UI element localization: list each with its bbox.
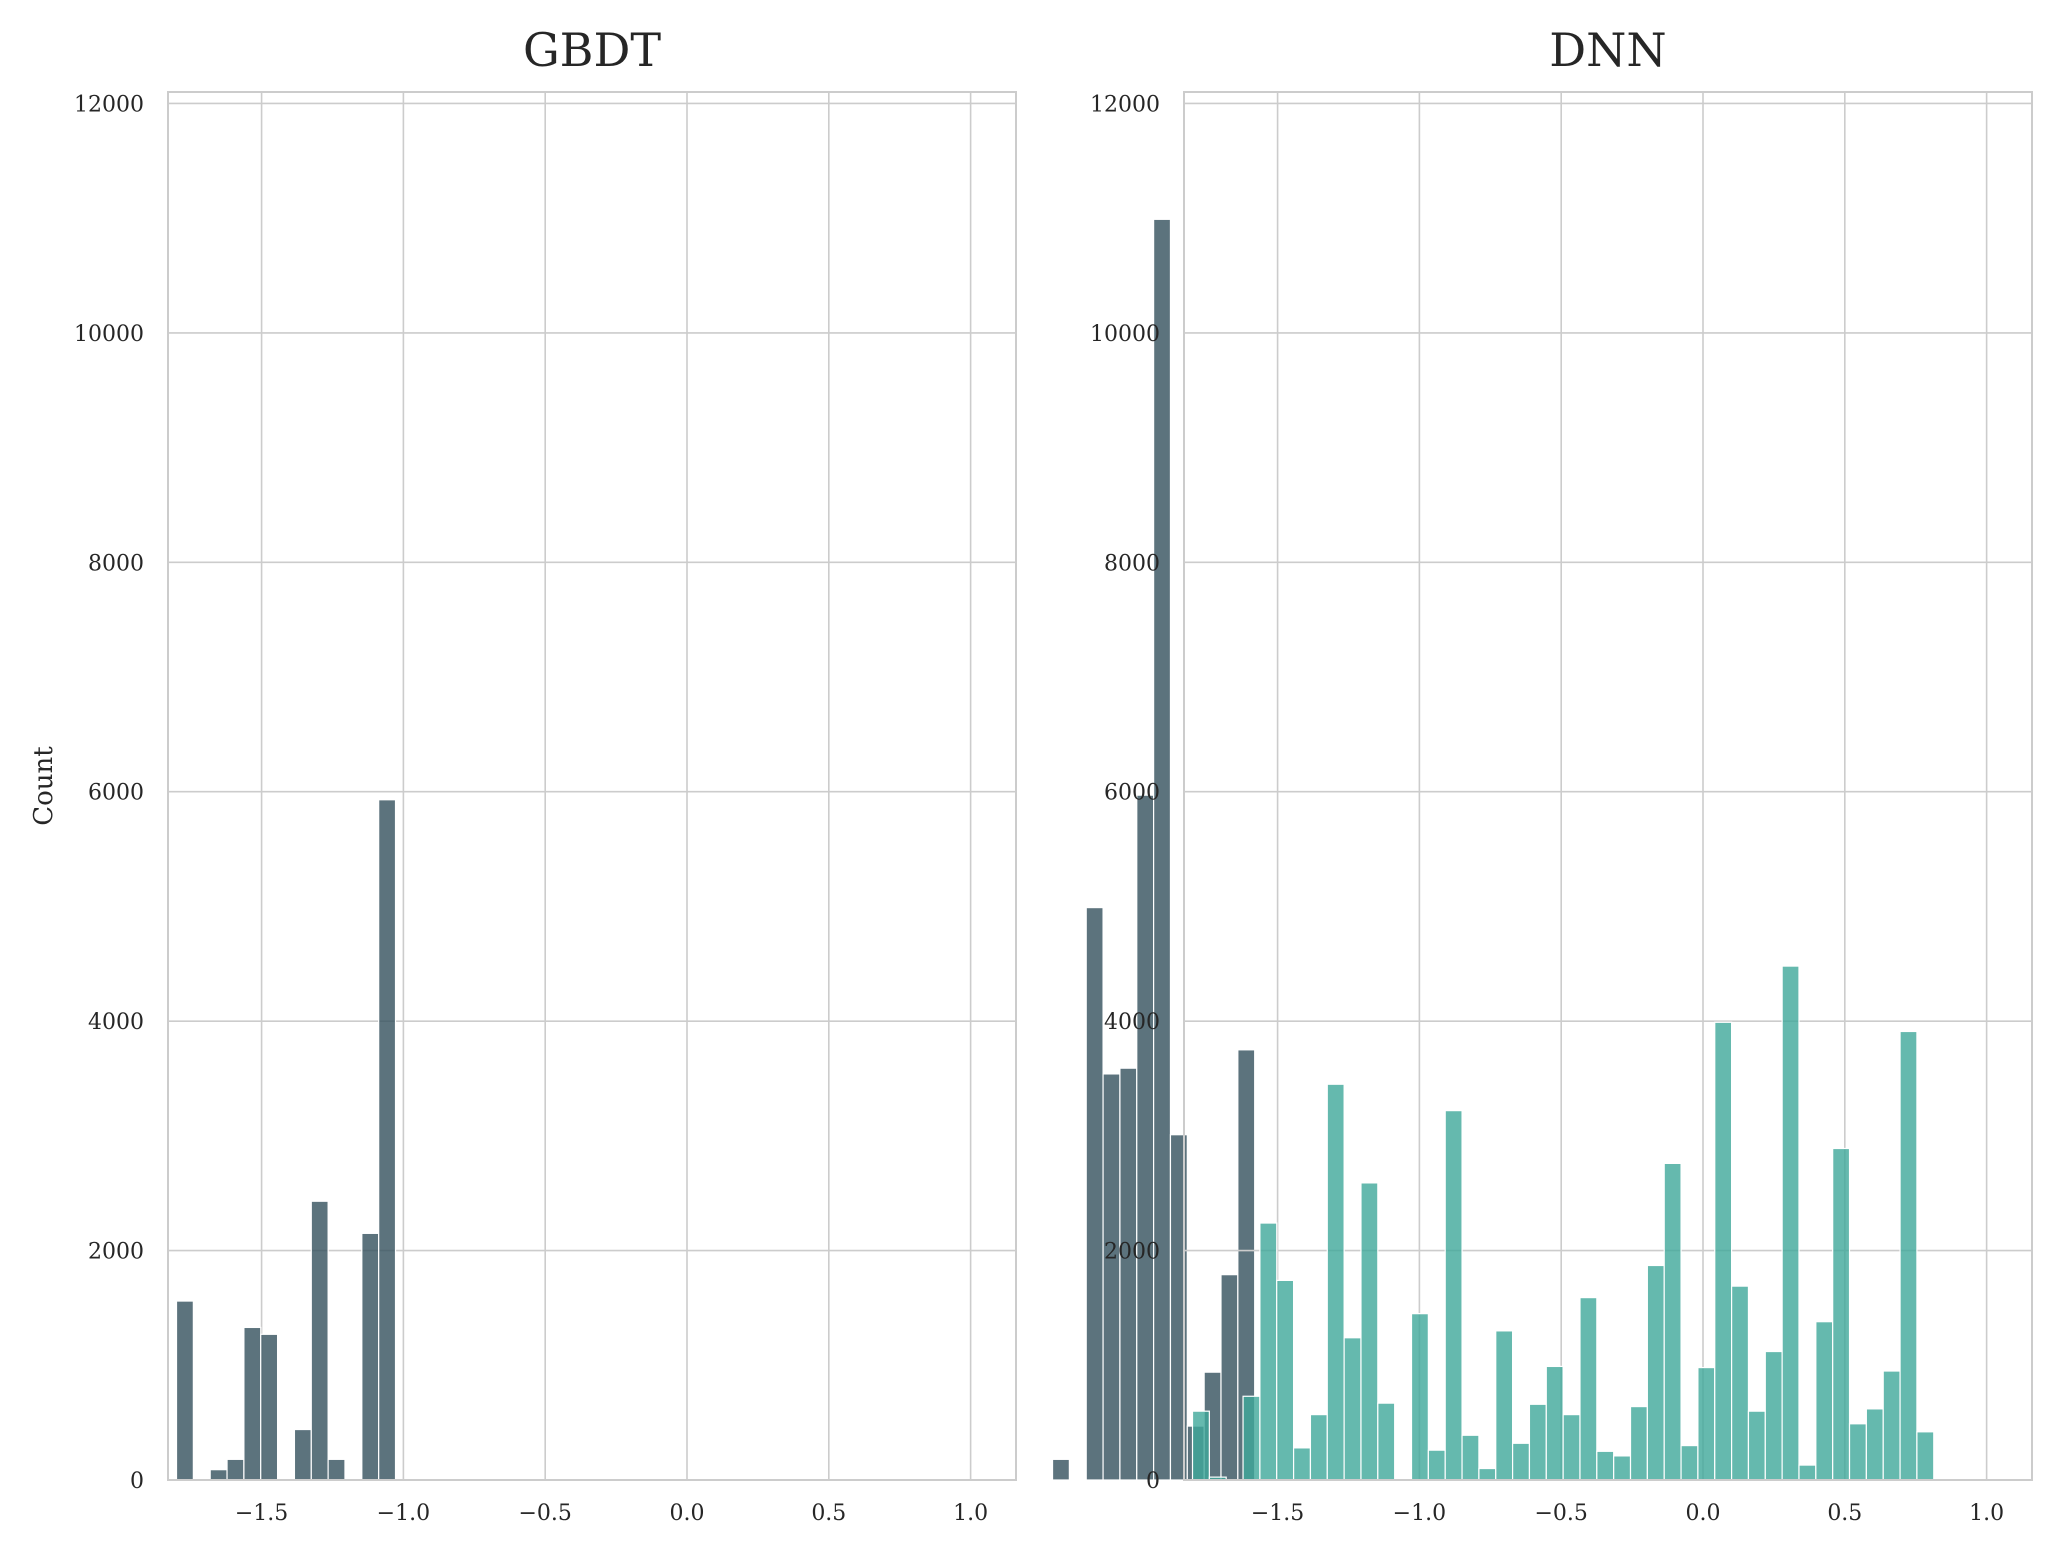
histogram-bar bbox=[1596, 1450, 1615, 1481]
y-tick-label: 8000 bbox=[1104, 551, 1160, 576]
y-tick-label: 2000 bbox=[88, 1240, 144, 1265]
y-tick-label: 6000 bbox=[1104, 781, 1160, 806]
histogram-bar bbox=[1562, 1414, 1581, 1481]
histogram-bar bbox=[1343, 1337, 1362, 1481]
histogram-bar bbox=[209, 1469, 228, 1481]
histogram-bar bbox=[1848, 1423, 1867, 1481]
histogram-bar bbox=[1276, 1279, 1295, 1481]
x-tick-label: −1.5 bbox=[235, 1501, 288, 1526]
histogram-bar bbox=[1119, 1067, 1138, 1481]
x-tick-label: 0.0 bbox=[670, 1501, 705, 1526]
histogram-bar bbox=[1292, 1447, 1312, 1481]
histogram-bar bbox=[1714, 1021, 1733, 1481]
y-tick-label: 8000 bbox=[88, 551, 144, 576]
histogram-bar bbox=[1136, 794, 1155, 1481]
histogram-bar bbox=[1478, 1467, 1497, 1481]
histogram-bar bbox=[1764, 1350, 1783, 1481]
y-tick-label: 0 bbox=[1146, 1469, 1160, 1494]
histogram-bar bbox=[1882, 1370, 1901, 1481]
x-tick-label: 0.5 bbox=[811, 1501, 846, 1526]
histogram-bar bbox=[327, 1458, 346, 1481]
x-tick-label: 0.5 bbox=[1827, 1501, 1862, 1526]
y-tick-label: 6000 bbox=[88, 781, 144, 806]
histogram-bar bbox=[1377, 1402, 1396, 1481]
x-tick-label: −1.5 bbox=[1251, 1501, 1304, 1526]
x-tick-label: −0.5 bbox=[1534, 1501, 1587, 1526]
y-tick-label: 12000 bbox=[1090, 92, 1160, 117]
x-tick-label: 0.0 bbox=[1686, 1501, 1721, 1526]
axes-frame bbox=[1183, 91, 2033, 1481]
x-tick-label: −1.0 bbox=[1393, 1501, 1446, 1526]
histogram-bar bbox=[1259, 1222, 1278, 1481]
histogram-bar bbox=[1865, 1408, 1884, 1481]
y-tick-label: 10000 bbox=[1090, 322, 1160, 347]
histogram-bar bbox=[1326, 1083, 1345, 1481]
chart-title: DNN bbox=[1549, 23, 1666, 77]
histogram-bar bbox=[1781, 965, 1800, 1481]
x-tick-label: −0.5 bbox=[518, 1501, 571, 1526]
gbdt-panel: 0 2000 4000 6000 8000 10000 12000 −1.5 −1.0 −0.5 0… bbox=[29, 23, 1256, 1526]
histogram-bar bbox=[1899, 1030, 1918, 1481]
histogram-bar bbox=[1242, 1395, 1261, 1481]
y-tick-label: 4000 bbox=[1104, 1010, 1160, 1035]
y-tick-label: 0 bbox=[130, 1469, 144, 1494]
histogram-bar bbox=[1102, 1073, 1121, 1481]
x-tick-label: −1.0 bbox=[377, 1501, 430, 1526]
histogram-bar bbox=[1680, 1444, 1699, 1481]
histogram-bar bbox=[1613, 1455, 1632, 1481]
histogram-bar bbox=[1085, 906, 1104, 1481]
x-tick-label: 1.0 bbox=[953, 1501, 988, 1526]
histogram-bar bbox=[1747, 1410, 1766, 1481]
histogram-bar bbox=[1191, 1410, 1210, 1481]
histogram-bar bbox=[293, 1428, 312, 1481]
y-tick-label: 12000 bbox=[74, 92, 144, 117]
histogram-bar bbox=[1832, 1147, 1851, 1481]
histogram-bar bbox=[1579, 1297, 1598, 1481]
histogram-bar bbox=[1410, 1313, 1429, 1481]
dnn-panel: 0 2000 4000 6000 8000 10000 12000 −1.5 −1.0 −0.5 0… bbox=[1090, 23, 2033, 1526]
chart-title: GBDT bbox=[523, 23, 661, 77]
histogram-bar bbox=[260, 1333, 279, 1481]
histogram-bar bbox=[1444, 1110, 1463, 1481]
histogram-bar bbox=[1511, 1442, 1531, 1481]
histogram-bar bbox=[1545, 1365, 1564, 1481]
histogram-bar bbox=[310, 1200, 329, 1481]
histogram-bar bbox=[1495, 1330, 1514, 1481]
histogram-bar bbox=[175, 1300, 194, 1481]
histogram-bar bbox=[1153, 218, 1172, 1481]
histogram-bar bbox=[361, 1232, 380, 1481]
histogram-bar bbox=[1220, 1274, 1239, 1481]
histogram-bar bbox=[1309, 1414, 1328, 1481]
histogram-bar bbox=[1815, 1321, 1834, 1481]
histogram-bar bbox=[1798, 1464, 1817, 1481]
histogram-bar bbox=[1663, 1162, 1682, 1481]
histogram-bar bbox=[1629, 1405, 1648, 1481]
histogram-bar bbox=[1730, 1285, 1750, 1481]
x-tick-label: 1.0 bbox=[1969, 1501, 2004, 1526]
histogram-bar bbox=[1461, 1434, 1480, 1481]
histogram-bar bbox=[1916, 1431, 1935, 1481]
histogram-bar bbox=[1697, 1366, 1716, 1481]
y-tick-label: 4000 bbox=[88, 1010, 144, 1035]
histogram-bar bbox=[1528, 1403, 1547, 1481]
histogram-bar bbox=[1427, 1449, 1446, 1481]
histogram-bar bbox=[243, 1326, 262, 1481]
histogram-bar bbox=[1051, 1458, 1070, 1481]
y-tick-label: 2000 bbox=[1104, 1240, 1160, 1265]
y-tick-label: 10000 bbox=[74, 322, 144, 347]
y-axis-label: Count bbox=[29, 746, 59, 826]
histogram-bar bbox=[1646, 1264, 1665, 1481]
histogram-bar bbox=[378, 799, 397, 1481]
histogram-bar bbox=[226, 1458, 245, 1481]
histogram-bar bbox=[1360, 1182, 1379, 1481]
axes-frame bbox=[167, 91, 1017, 1481]
